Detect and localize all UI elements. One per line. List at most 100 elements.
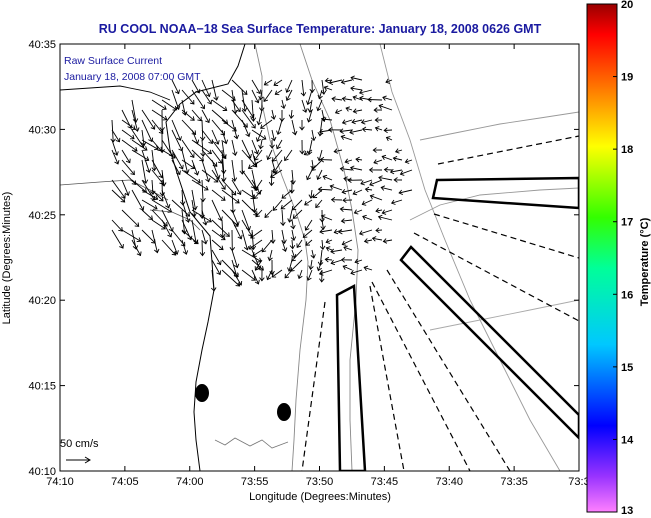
current-vector [161, 99, 177, 111]
current-vector [273, 79, 283, 86]
x-tick-label: 73:45 [371, 476, 399, 488]
current-vector-head [306, 276, 312, 281]
current-vector [181, 159, 195, 169]
current-vector [221, 259, 239, 277]
current-vector-head [372, 147, 377, 153]
colorbar-ticks: 20 19 18 17 16 15 14 13 [613, 0, 634, 517]
current-vector [151, 169, 164, 185]
current-vector [342, 189, 353, 193]
current-vector-head [315, 203, 320, 209]
current-vector [307, 269, 313, 281]
current-vector [292, 209, 303, 219]
current-vector [275, 89, 283, 95]
current-vector [395, 149, 403, 153]
current-vector-head [330, 197, 336, 203]
current-vector [305, 239, 313, 246]
current-vector-head [158, 129, 164, 134]
current-vector-head [233, 263, 240, 269]
current-vector [405, 159, 413, 163]
current-vector [303, 229, 313, 238]
current-vector-head [350, 85, 355, 92]
current-vector-head [276, 130, 282, 136]
current-vector-head [378, 175, 383, 181]
current-vector [359, 229, 373, 235]
current-vector-head [187, 235, 193, 241]
current-vector [334, 149, 343, 153]
current-vector [250, 229, 263, 239]
current-vector [211, 139, 227, 159]
current-vector-head [132, 118, 139, 123]
current-vector-head [364, 186, 370, 193]
current-vector-head [302, 108, 308, 113]
current-vector [221, 159, 225, 182]
current-vector-head [245, 132, 251, 138]
current-vector [351, 119, 363, 123]
current-vector [315, 199, 323, 208]
current-vector-head [247, 164, 253, 170]
current-vector [340, 208, 353, 211]
current-vector [201, 109, 210, 123]
current-vector-head [328, 79, 334, 86]
current-vector-head [221, 177, 227, 182]
current-vector [318, 89, 323, 99]
current-vector-head [263, 97, 269, 103]
current-vector [345, 159, 353, 163]
current-vector [241, 209, 250, 231]
current-vector [121, 179, 129, 196]
current-vector [317, 169, 323, 180]
current-vector [171, 199, 190, 217]
current-vector [390, 169, 403, 173]
current-vector [382, 155, 393, 161]
current-vector-head [299, 126, 305, 131]
current-vector-head [382, 95, 387, 101]
current-vector [353, 109, 363, 113]
current-vector [280, 199, 293, 210]
current-vector [181, 139, 195, 158]
current-vector-head [207, 149, 213, 155]
current-vector [296, 239, 303, 248]
current-vector-head [260, 124, 265, 129]
current-vector-head [393, 177, 398, 183]
current-vector-head [333, 228, 339, 235]
current-vector-head [272, 168, 278, 174]
current-vector [251, 189, 256, 213]
current-vector [181, 229, 199, 245]
current-vector [121, 149, 131, 163]
current-vector [211, 269, 215, 291]
current-vector [201, 129, 213, 144]
current-vector-head [270, 115, 277, 120]
current-vector-head [398, 189, 403, 196]
current-vector-head [324, 77, 330, 84]
current-vector-head [329, 184, 335, 190]
current-vector [141, 189, 158, 200]
current-vector-head [300, 92, 307, 97]
current-vector-head [218, 245, 224, 251]
current-vector-head [231, 190, 237, 196]
current-vector [378, 176, 393, 181]
current-vector [181, 169, 201, 184]
current-vector-head [324, 256, 330, 263]
current-vector [382, 209, 393, 214]
current-vector [256, 129, 263, 142]
current-vector [290, 109, 293, 119]
current-vector [311, 249, 315, 259]
current-vector-head [136, 251, 142, 257]
current-vector [211, 199, 222, 221]
current-vector-head [319, 278, 325, 283]
current-vector-head [180, 241, 186, 247]
chart-title: RU COOL NOAA−18 Sea Surface Temperature:… [99, 22, 542, 36]
current-vector-head [340, 134, 346, 140]
current-vector-head [363, 238, 369, 244]
current-vector-head [340, 79, 346, 85]
current-vector [191, 189, 196, 210]
current-vector [291, 219, 294, 229]
lane-separation-lines [301, 135, 579, 471]
current-vector [151, 229, 158, 253]
current-vector-head [119, 244, 124, 249]
current-vector-head [339, 206, 345, 213]
current-vector [241, 109, 256, 129]
current-vector-head [254, 98, 260, 104]
current-vector [291, 169, 294, 185]
current-vector [201, 239, 203, 256]
current-vector-head [121, 193, 126, 199]
